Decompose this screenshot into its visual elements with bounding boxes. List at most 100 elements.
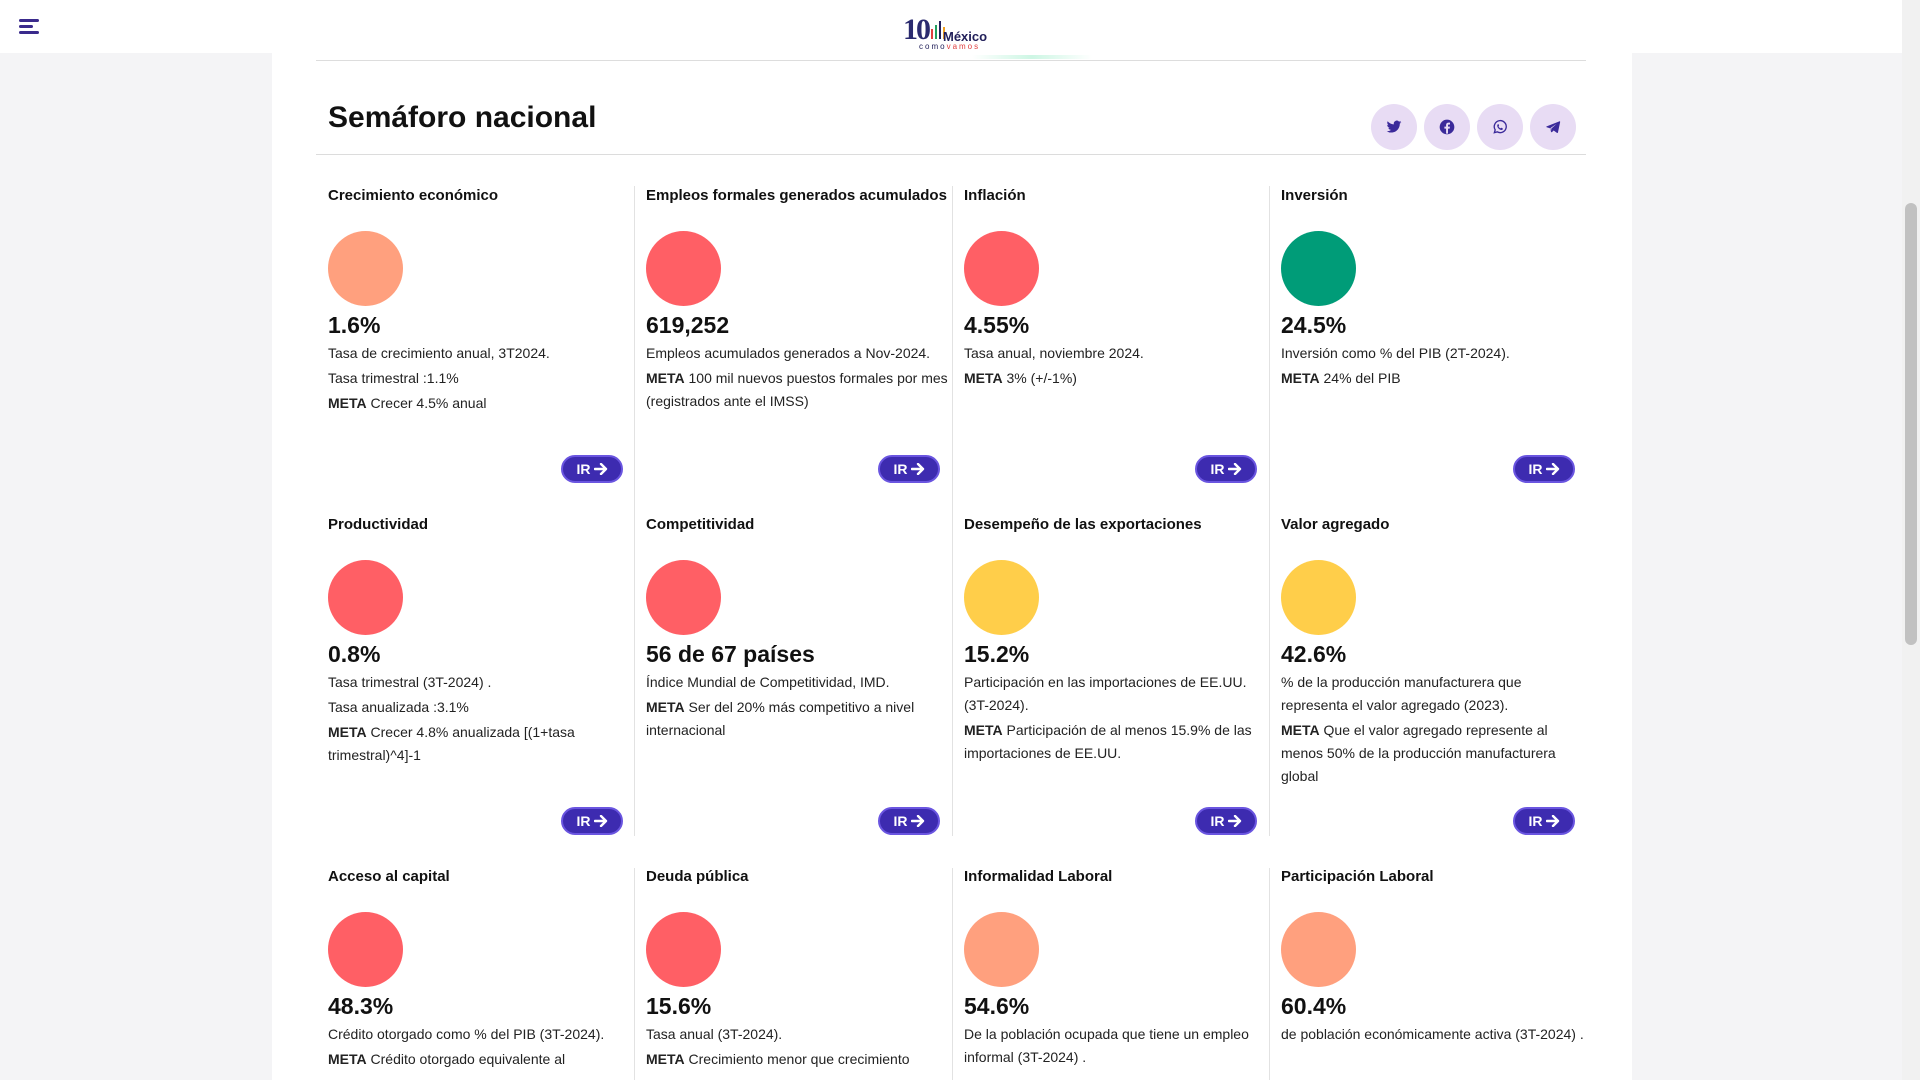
indicator-title: Competitividad bbox=[646, 516, 755, 533]
top-bar: 10 México comovamos bbox=[0, 0, 1902, 53]
meta-line: META Crecer 4.8% anualizada [(1+tasa tri… bbox=[328, 721, 638, 767]
arrow-right-icon bbox=[593, 463, 607, 475]
column-divider bbox=[1269, 186, 1270, 836]
arrow-right-icon bbox=[1227, 463, 1241, 475]
indicator-value: 0.8% bbox=[328, 641, 381, 667]
indicator-title: Empleos formales generados acumulados bbox=[646, 187, 947, 204]
indicator-card: Inflación 4.55% Tasa anual, noviembre 20… bbox=[964, 186, 1281, 486]
ir-button[interactable]: IR bbox=[1513, 807, 1575, 835]
indicator-description: de población económicamente activa (3T-2… bbox=[1281, 1023, 1591, 1048]
ir-button[interactable]: IR bbox=[878, 455, 940, 483]
description-line: De la población ocupada que tiene un emp… bbox=[964, 1026, 1249, 1065]
ir-button[interactable]: IR bbox=[1195, 455, 1257, 483]
meta-text: Ser del 20% más competitivo a nivel inte… bbox=[646, 699, 915, 738]
indicator-title: Informalidad Laboral bbox=[964, 868, 1113, 885]
site-logo[interactable]: 10 México comovamos bbox=[903, 9, 998, 51]
indicator-description: Inversión como % del PIB (2T-2024). META… bbox=[1281, 342, 1591, 392]
share-telegram-button[interactable] bbox=[1530, 104, 1576, 150]
share-whatsapp-button[interactable] bbox=[1477, 104, 1523, 150]
status-light bbox=[964, 560, 1039, 635]
meta-label: META bbox=[646, 699, 685, 715]
meta-line: META Crecer 4.5% anual bbox=[328, 392, 638, 415]
ir-button[interactable]: IR bbox=[878, 807, 940, 835]
indicator-value: 60.4% bbox=[1281, 993, 1347, 1019]
meta-label: META bbox=[646, 1051, 685, 1067]
share-twitter-button[interactable] bbox=[1371, 104, 1417, 150]
meta-text: 3% (+/-1%) bbox=[1002, 370, 1077, 386]
column-divider bbox=[952, 186, 953, 836]
page-title: Semáforo nacional bbox=[328, 101, 597, 134]
meta-line: META Que el valor agregado represente al… bbox=[1281, 719, 1591, 788]
meta-label: META bbox=[328, 395, 367, 411]
scrollbar[interactable] bbox=[1902, 0, 1920, 1080]
description-line: Empleos acumulados generados a Nov-2024. bbox=[646, 345, 931, 361]
description-line: de población económicamente activa (3T-2… bbox=[1281, 1026, 1584, 1042]
meta-text: Participación de al menos 15.9% de las i… bbox=[964, 722, 1252, 761]
indicator-card: Deuda pública 15.6% Tasa anual (3T-2024)… bbox=[646, 867, 963, 1080]
ir-label: IR bbox=[1210, 813, 1225, 829]
ir-button[interactable]: IR bbox=[1195, 807, 1257, 835]
meta-text: Crecimiento menor que crecimiento bbox=[684, 1051, 910, 1067]
indicator-card: Competitividad 56 de 67 países Índice Mu… bbox=[646, 515, 963, 835]
indicator-card: Valor agregado 42.6% % de la producción … bbox=[1281, 515, 1598, 835]
meta-text: 24% del PIB bbox=[1319, 370, 1401, 386]
hamburger-menu-icon[interactable] bbox=[19, 19, 39, 35]
indicator-title: Crecimiento económico bbox=[328, 187, 499, 204]
indicator-title: Acceso al capital bbox=[328, 868, 450, 885]
status-light bbox=[328, 560, 403, 635]
facebook-icon bbox=[1439, 119, 1455, 135]
indicator-title: Deuda pública bbox=[646, 868, 749, 885]
description-line: Índice Mundial de Competitividad, IMD. bbox=[646, 674, 890, 690]
meta-label: META bbox=[328, 724, 367, 740]
indicator-description: Tasa trimestral (3T-2024) . Tasa anualiz… bbox=[328, 671, 638, 769]
indicator-value: 1.6% bbox=[328, 312, 381, 338]
indicator-description: Tasa de crecimiento anual, 3T2024. Tasa … bbox=[328, 342, 638, 417]
status-light bbox=[646, 231, 721, 306]
ir-label: IR bbox=[893, 813, 908, 829]
indicator-card: Productividad 0.8% Tasa trimestral (3T-2… bbox=[328, 515, 645, 835]
column-divider bbox=[952, 868, 953, 1080]
ir-label: IR bbox=[576, 813, 591, 829]
status-light bbox=[964, 231, 1039, 306]
arrow-right-icon bbox=[1545, 815, 1559, 827]
status-light bbox=[964, 912, 1039, 987]
arrow-right-icon bbox=[910, 815, 924, 827]
ir-button[interactable]: IR bbox=[561, 807, 623, 835]
indicator-value: 56 de 67 países bbox=[646, 641, 815, 667]
indicator-title: Inversión bbox=[1281, 187, 1348, 204]
share-facebook-button[interactable] bbox=[1424, 104, 1470, 150]
meta-line: META Participación de al menos 15.9% de … bbox=[964, 719, 1274, 765]
divider bbox=[316, 154, 1586, 155]
column-divider bbox=[634, 868, 635, 1080]
description-line: Tasa anual (3T-2024). bbox=[646, 1026, 783, 1042]
ir-button[interactable]: IR bbox=[561, 455, 623, 483]
indicator-value: 15.6% bbox=[646, 993, 712, 1019]
indicator-value: 48.3% bbox=[328, 993, 394, 1019]
indicator-card: Empleos formales generados acumulados 61… bbox=[646, 186, 963, 486]
description-line: Participación en las importaciones de EE… bbox=[964, 674, 1247, 713]
logo-ten: 10 bbox=[903, 13, 931, 46]
description-line: % de la producción manufacturera que rep… bbox=[1281, 674, 1522, 713]
scrollbar-thumb[interactable] bbox=[1905, 203, 1917, 645]
top-glow bbox=[972, 55, 1092, 59]
logo-mexico: México bbox=[943, 29, 988, 44]
description-line: Crédito otorgado como % del PIB (3T-2024… bbox=[328, 1026, 605, 1042]
logo-como: como bbox=[919, 42, 947, 51]
indicator-description: Participación en las importaciones de EE… bbox=[964, 671, 1274, 767]
logo-como-vamos: comovamos bbox=[919, 42, 980, 51]
meta-label: META bbox=[646, 370, 685, 386]
status-light bbox=[1281, 560, 1356, 635]
meta-line: META 3% (+/-1%) bbox=[964, 367, 1274, 390]
ir-label: IR bbox=[893, 461, 908, 477]
arrow-right-icon bbox=[593, 815, 607, 827]
ir-label: IR bbox=[576, 461, 591, 477]
meta-label: META bbox=[1281, 722, 1320, 738]
description-line: Tasa trimestral (3T-2024) . bbox=[328, 674, 492, 690]
indicator-value: 42.6% bbox=[1281, 641, 1347, 667]
indicator-value: 619,252 bbox=[646, 312, 730, 338]
meta-text: Crecer 4.5% anual bbox=[366, 395, 487, 411]
indicator-card: Inversión 24.5% Inversión como % del PIB… bbox=[1281, 186, 1598, 486]
status-light bbox=[646, 560, 721, 635]
ir-button[interactable]: IR bbox=[1513, 455, 1575, 483]
indicator-title: Inflación bbox=[964, 187, 1026, 204]
